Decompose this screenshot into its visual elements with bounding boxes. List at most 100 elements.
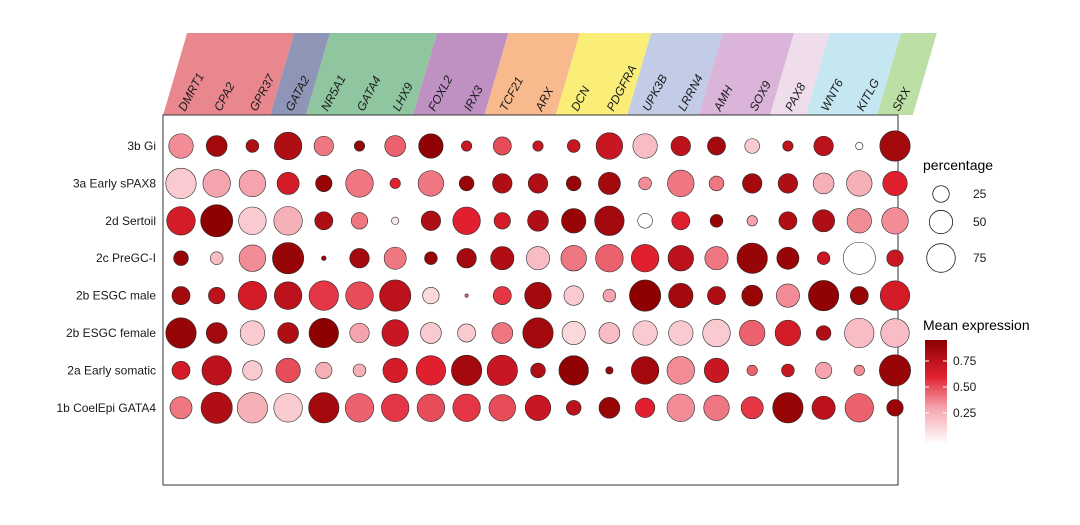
dot xyxy=(205,135,228,157)
color-tick-label: 0.75 xyxy=(953,354,977,368)
dot xyxy=(739,319,766,347)
dot xyxy=(812,209,835,233)
gene-group-banner xyxy=(805,33,902,115)
dot xyxy=(524,282,552,310)
dot xyxy=(389,177,401,189)
dot xyxy=(846,208,872,234)
dot xyxy=(630,244,660,273)
dot xyxy=(464,293,469,298)
dot xyxy=(315,174,333,192)
dot xyxy=(490,246,515,271)
dot xyxy=(703,357,730,383)
dot xyxy=(379,279,412,312)
dot xyxy=(778,211,798,231)
dot xyxy=(708,175,725,192)
dot xyxy=(782,140,794,152)
gene-group-banner xyxy=(877,33,937,115)
dot xyxy=(276,172,300,195)
dot xyxy=(666,393,695,422)
dot xyxy=(315,361,333,379)
dot xyxy=(239,320,265,346)
cell-type-label: 3a Early sPAX8 xyxy=(73,176,156,190)
dot xyxy=(205,322,228,344)
dot xyxy=(424,251,438,265)
dot xyxy=(417,170,444,197)
cell-type-label: 1b CoelEpi GATA4 xyxy=(56,401,156,415)
dot xyxy=(200,204,234,238)
dot xyxy=(746,215,758,227)
dot xyxy=(381,319,409,347)
dot xyxy=(350,212,369,230)
dot xyxy=(242,360,263,381)
dot xyxy=(707,286,726,305)
dot xyxy=(670,135,691,157)
dots xyxy=(165,130,911,424)
dot xyxy=(632,320,658,346)
dot xyxy=(418,133,444,159)
dot xyxy=(886,399,904,417)
dot xyxy=(237,281,267,311)
gene-group-banner xyxy=(484,33,580,115)
dot xyxy=(598,172,621,195)
cell-type-label: 2b ESGC male xyxy=(76,289,156,303)
dot xyxy=(381,393,410,422)
dot xyxy=(173,250,189,266)
gene-group-banners xyxy=(163,33,937,115)
dot xyxy=(486,354,518,386)
dot xyxy=(458,175,475,192)
cell-type-label: 2c PreGC-I xyxy=(96,251,156,265)
size-legend-label: 50 xyxy=(973,215,987,229)
dot xyxy=(886,249,904,267)
dot xyxy=(702,318,731,348)
dot xyxy=(567,139,581,153)
dot xyxy=(595,244,624,273)
dot xyxy=(879,354,911,387)
dot xyxy=(492,173,513,194)
dot xyxy=(457,323,476,343)
cell-type-label: 2d Sertoil xyxy=(105,214,156,228)
dot xyxy=(744,138,760,154)
dot xyxy=(772,392,804,424)
dot xyxy=(461,140,473,152)
dot xyxy=(238,169,266,197)
dot xyxy=(741,284,763,307)
dot xyxy=(775,283,800,308)
dot xyxy=(532,140,544,152)
dot xyxy=(638,176,652,191)
dot xyxy=(707,136,726,156)
dot xyxy=(349,248,370,269)
dot xyxy=(598,397,621,419)
dot xyxy=(273,393,303,423)
color-tick-label: 0.50 xyxy=(953,380,977,394)
color-bar xyxy=(925,340,947,444)
dot xyxy=(166,206,196,236)
size-legend-label: 25 xyxy=(973,187,987,201)
dot xyxy=(202,169,231,198)
dot xyxy=(561,321,586,345)
dot xyxy=(308,280,339,311)
dot xyxy=(527,173,549,194)
dot xyxy=(275,357,301,383)
dot xyxy=(811,395,836,420)
dot xyxy=(422,287,440,305)
mean-expression-legend: Mean expression 0.25 0.50 0.75 xyxy=(923,317,1030,444)
cell-type-label: 2a Early somatic xyxy=(67,363,156,377)
dot xyxy=(560,245,587,272)
dot xyxy=(844,317,875,349)
dot xyxy=(812,172,835,195)
dot xyxy=(880,318,910,348)
dot xyxy=(879,280,911,311)
dot xyxy=(245,139,260,153)
dot xyxy=(595,132,624,160)
dot xyxy=(277,322,299,344)
dot xyxy=(236,392,268,424)
percentage-legend: percentage 25 50 75 xyxy=(923,157,993,273)
dot xyxy=(238,206,267,235)
dot xyxy=(452,206,481,235)
dot xyxy=(526,246,550,271)
dot xyxy=(488,394,516,422)
dot xyxy=(420,210,441,231)
dot xyxy=(416,393,446,422)
gene-group-banner xyxy=(627,33,723,115)
